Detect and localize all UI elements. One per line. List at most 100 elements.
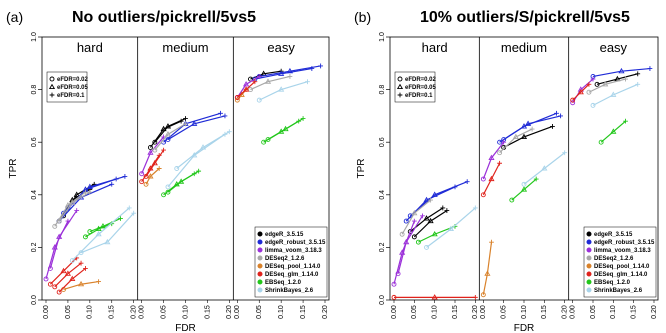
series-point: [287, 74, 293, 79]
series-point: [635, 81, 641, 87]
threshold-legend-label: eFDR=0.1: [57, 93, 85, 99]
series-point: [300, 116, 306, 121]
series-line: [154, 117, 186, 143]
x-tick-label: 0.20: [651, 305, 658, 319]
x-tick-label: 0.20: [322, 305, 329, 319]
series-point: [480, 292, 486, 298]
series-line: [236, 81, 256, 98]
x-tick-label: 0.20: [131, 305, 138, 319]
series-point: [424, 244, 429, 250]
series-line: [409, 181, 468, 217]
series-line: [58, 191, 91, 222]
series-line: [54, 262, 82, 288]
series-line: [259, 65, 321, 78]
series-point: [82, 234, 88, 240]
series-point: [83, 189, 88, 195]
series-point: [602, 81, 609, 87]
series-line: [80, 212, 135, 254]
legend-swatch: [257, 279, 263, 285]
series-point: [647, 66, 653, 71]
series-point: [178, 178, 185, 184]
method-legend-label: DESeq_pool_1.14.0: [594, 264, 650, 270]
x-tick-label: 0.05: [590, 305, 597, 319]
series-point: [69, 258, 75, 263]
x-tick-label: 0.10: [278, 305, 285, 319]
series-point: [558, 113, 563, 119]
series-line: [482, 141, 505, 180]
x-tick-label: 0.05: [411, 305, 418, 319]
series-line: [141, 136, 165, 174]
series-point: [610, 91, 617, 97]
threshold-legend-label: eFDR=0.05: [57, 85, 89, 91]
series-point: [147, 173, 154, 179]
series-point: [562, 150, 568, 156]
y-tick-label: 0.2: [379, 242, 386, 252]
series-point: [420, 213, 425, 219]
series-line: [254, 67, 312, 80]
series-point: [56, 289, 62, 295]
series-point: [60, 267, 67, 274]
series-line: [418, 225, 456, 243]
x-tick-label: 0.15: [300, 305, 307, 319]
legend-swatch: [586, 279, 592, 285]
series-point: [618, 67, 625, 74]
series-point: [109, 181, 115, 187]
series-line: [393, 220, 415, 285]
legend-swatch: [586, 247, 592, 253]
series-point: [524, 120, 532, 126]
method-legend-label: ShrinkBayes_2.6: [594, 288, 643, 294]
series-point: [151, 159, 158, 166]
y-tick-label: 0.0: [379, 295, 386, 305]
y-axis-label: TPR: [356, 159, 367, 179]
series-line: [592, 67, 650, 78]
facet-label: hard: [77, 40, 103, 55]
series-point: [570, 100, 576, 106]
series-point: [399, 231, 405, 237]
series-point: [83, 266, 88, 271]
legend-symbol-icon: [397, 92, 403, 98]
series-point: [252, 79, 258, 85]
series-line: [267, 118, 304, 141]
y-tick-label: 0.6: [379, 137, 386, 147]
series-line: [588, 78, 626, 93]
chart-title: No outliers/pickrell/5vs5: [72, 9, 256, 26]
series-point: [427, 217, 434, 224]
series-point: [423, 215, 430, 221]
facet-label: medium: [162, 40, 208, 55]
series-point: [554, 110, 559, 116]
legend-swatch: [257, 271, 263, 277]
method-legend-label: EBSeq_1.2.0: [594, 280, 631, 286]
series-point: [512, 133, 519, 139]
legend-swatch: [586, 287, 592, 293]
series-point: [234, 95, 240, 100]
series-point: [318, 63, 324, 69]
series-line: [401, 199, 431, 235]
method-legend-label: EBSeq_1.2.0: [265, 280, 302, 286]
series-point: [520, 186, 528, 192]
x-tick-label: 0.10: [610, 305, 617, 319]
series-point: [69, 275, 76, 282]
facet-label: medium: [501, 40, 547, 55]
series-line: [499, 128, 533, 154]
series-point: [199, 144, 207, 150]
chart-panel-a: (a) No outliers/pickrell/5vs5 0.0 0.2 0.4 0.6…: [6, 9, 330, 333]
series-line: [426, 207, 476, 248]
series-point: [403, 238, 410, 245]
series-point: [447, 225, 455, 232]
y-tick-label: 1.0: [31, 32, 38, 42]
series-point: [152, 139, 158, 145]
series-line: [63, 280, 99, 291]
y-tick-label: 0.0: [31, 295, 38, 305]
method-legend-label: edgeR_robust_3.5.15: [265, 240, 326, 246]
series-line: [71, 207, 130, 261]
series-point: [529, 126, 535, 132]
series-line: [413, 210, 448, 238]
series-point: [265, 137, 271, 143]
legend-swatch: [257, 239, 263, 245]
series-point: [218, 110, 223, 116]
series-point: [161, 192, 167, 198]
series-point: [243, 86, 250, 92]
series-point: [391, 281, 397, 287]
series-point: [533, 176, 539, 182]
